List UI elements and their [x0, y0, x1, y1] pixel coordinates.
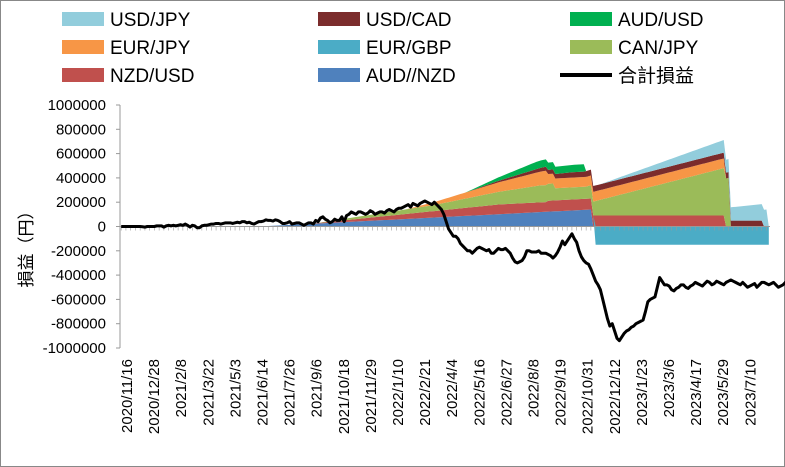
legend-label: EUR/GBP	[366, 38, 452, 59]
y-tick-label: 200000	[56, 194, 106, 211]
area-eur-gbp	[121, 198, 769, 245]
legend-swatch-aud-usd	[570, 12, 612, 26]
legend-label: AUD//NZD	[366, 66, 456, 87]
x-tick-label: 2023/3/6	[661, 359, 678, 417]
legend-label: 合計損益	[618, 65, 694, 87]
legend-label: AUD/USD	[618, 10, 704, 31]
x-tick-label: 2022/12/12	[607, 359, 624, 434]
x-tick-label: 2021/9/6	[309, 359, 326, 417]
legend-swatch-aud-nzd	[318, 68, 360, 82]
y-tick-label: 0	[98, 219, 106, 236]
x-tick-label: 2021/2/8	[173, 359, 190, 417]
area-can-jpy	[121, 168, 769, 227]
zero-axis-ticks	[120, 226, 767, 231]
x-tick-label: 2021/3/22	[200, 359, 217, 426]
x-tick-label: 2022/9/19	[553, 359, 570, 426]
legend-label: USD/CAD	[366, 10, 452, 31]
x-tick-label: 2022/1/10	[390, 359, 407, 426]
y-tick-label: -400000	[51, 267, 106, 284]
x-tick-label: 2022/5/16	[471, 359, 488, 426]
legend-swatch-nzd-usd	[62, 68, 104, 82]
x-tick-label: 2021/7/26	[282, 359, 299, 426]
legend-label: USD/JPY	[110, 10, 191, 31]
x-tick-label: 2022/10/31	[580, 359, 597, 434]
y-tick-label: -1000000	[43, 340, 106, 357]
y-tick-label: 1000000	[48, 97, 106, 114]
legend-label: EUR/JPY	[110, 38, 191, 59]
x-tick-label: 2023/1/23	[634, 359, 651, 426]
legend: USD/JPY USD/CAD AUD/USD EUR/JPY EUR/GBP CAN/J…	[62, 10, 704, 87]
plot-area	[120, 139, 785, 343]
x-tick-label: 2021/5/3	[227, 359, 244, 417]
area-usd-cad	[121, 152, 769, 227]
x-tick-label: 2023/7/10	[742, 359, 759, 426]
legend-label: CAN/JPY	[618, 38, 699, 59]
y-tick-label: 400000	[56, 170, 106, 187]
area-usd-jpy	[121, 139, 769, 227]
y-axis: 1000000 800000 600000 400000 200000 0 -200000 -…	[43, 97, 121, 357]
y-tick-label: -600000	[51, 291, 106, 308]
x-tick-label: 2022/4/4	[444, 359, 461, 417]
x-tick-label: 2022/6/27	[498, 359, 515, 426]
x-tick-label: 2022/8/8	[526, 359, 543, 417]
legend-label: NZD/USD	[110, 66, 194, 87]
y-tick-label: 800000	[56, 121, 106, 138]
x-tick-label: 2021/6/14	[255, 359, 272, 426]
area-nzd-usd	[121, 198, 769, 227]
area-eur-jpy	[121, 158, 769, 227]
y-tick-label: 600000	[56, 146, 106, 163]
x-tick-label: 2023/4/17	[688, 359, 705, 426]
x-tick-label: 2020/12/28	[146, 359, 163, 434]
x-tick-label: 2023/5/29	[715, 359, 732, 426]
y-axis-label: 損益（円）	[17, 203, 36, 288]
x-tick-label: 2022/2/21	[417, 359, 434, 426]
x-tick-label: 2021/11/29	[363, 359, 380, 433]
legend-swatch-usd-jpy	[62, 12, 104, 26]
line-total	[121, 199, 785, 343]
x-axis: 2020/11/16 2020/12/28 2021/2/8 2021/3/22 202…	[119, 359, 759, 434]
legend-swatch-eur-jpy	[62, 40, 104, 54]
y-tick-label: -200000	[51, 243, 106, 260]
x-tick-label: 2020/11/16	[119, 359, 136, 433]
x-tick-label: 2021/10/18	[336, 359, 353, 434]
legend-swatch-usd-cad	[318, 12, 360, 26]
legend-swatch-eur-gbp	[318, 40, 360, 54]
legend-swatch-can-jpy	[570, 40, 612, 54]
y-tick-label: -800000	[51, 316, 106, 333]
